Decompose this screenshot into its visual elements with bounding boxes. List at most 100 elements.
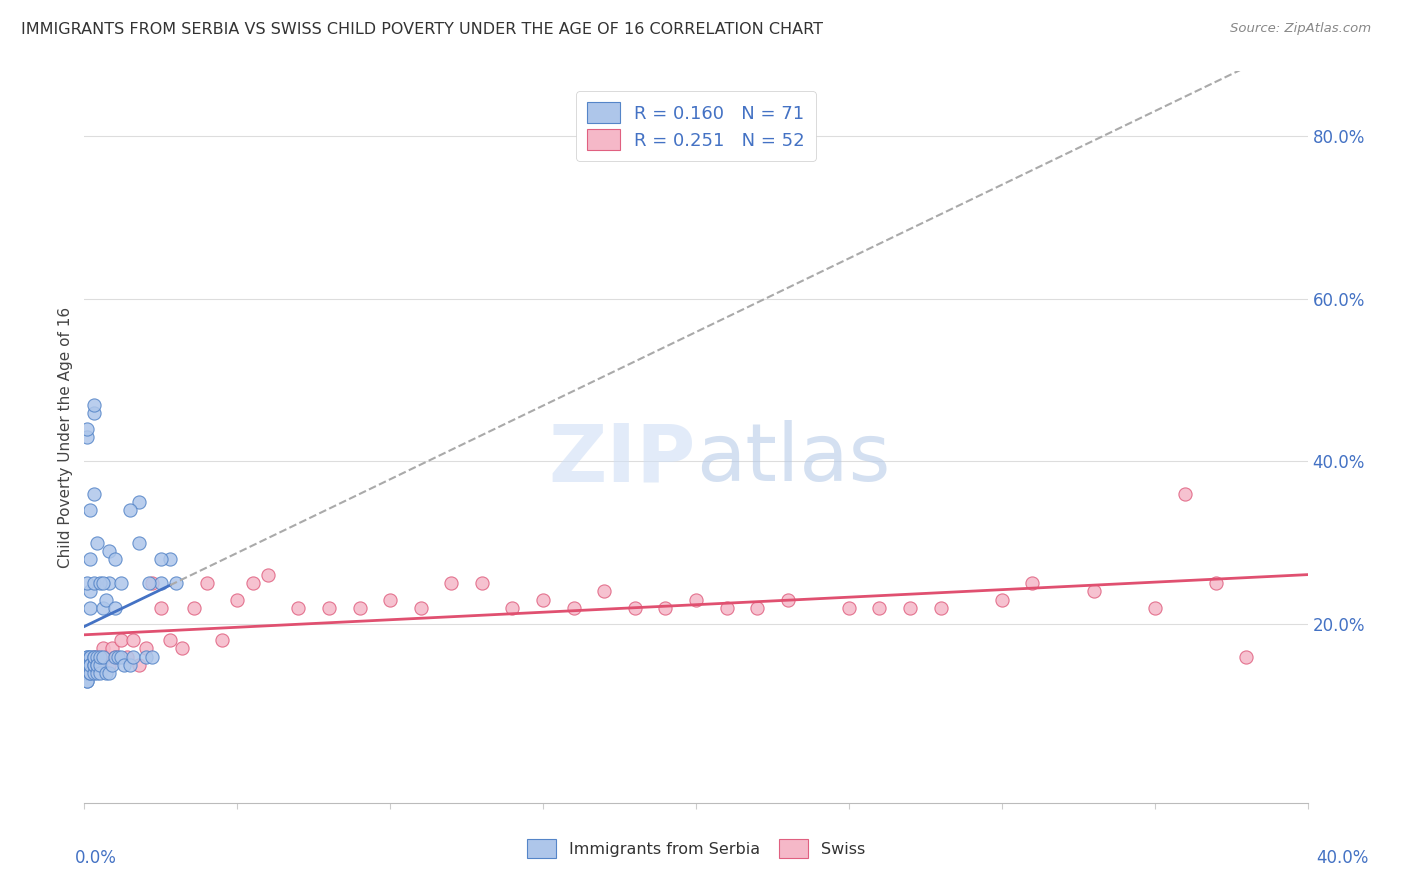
Point <box>76 665 98 680</box>
Point <box>242 576 264 591</box>
Point <box>1174 487 1197 501</box>
Point <box>135 641 157 656</box>
Point <box>838 600 860 615</box>
Point <box>562 600 585 615</box>
Point <box>128 657 150 672</box>
Point <box>287 600 309 615</box>
Point <box>1083 584 1105 599</box>
Point <box>76 657 98 672</box>
Text: 40.0%: 40.0% <box>1316 849 1369 867</box>
Point <box>183 600 205 615</box>
Point <box>104 649 127 664</box>
Point <box>76 649 98 664</box>
Point <box>257 568 280 582</box>
Point <box>110 576 132 591</box>
Point <box>83 576 105 591</box>
Point <box>86 657 108 672</box>
Point <box>76 673 98 688</box>
Point <box>654 600 676 615</box>
Text: Source: ZipAtlas.com: Source: ZipAtlas.com <box>1230 22 1371 36</box>
Point <box>86 657 108 672</box>
Point <box>97 665 120 680</box>
Point <box>211 633 233 648</box>
Point <box>929 600 952 615</box>
Point <box>685 592 707 607</box>
Point <box>101 657 124 672</box>
Point <box>79 657 101 672</box>
Point <box>89 665 111 680</box>
Point <box>76 657 98 672</box>
Point <box>991 592 1014 607</box>
Point <box>531 592 554 607</box>
Point <box>79 503 101 517</box>
Point <box>91 600 114 615</box>
Point <box>91 641 114 656</box>
Point <box>79 649 101 664</box>
Text: ZIP: ZIP <box>548 420 696 498</box>
Point <box>149 576 172 591</box>
Point <box>159 552 181 566</box>
Point <box>79 584 101 599</box>
Point <box>149 552 172 566</box>
Text: IMMIGRANTS FROM SERBIA VS SWISS CHILD POVERTY UNDER THE AGE OF 16 CORRELATION CH: IMMIGRANTS FROM SERBIA VS SWISS CHILD PO… <box>21 22 823 37</box>
Point <box>380 592 402 607</box>
Point <box>79 657 101 672</box>
Point <box>440 576 463 591</box>
Point <box>79 657 101 672</box>
Point <box>94 592 117 607</box>
Point <box>138 576 160 591</box>
Point <box>110 649 132 664</box>
Point <box>79 665 101 680</box>
Text: 0.0%: 0.0% <box>75 849 117 867</box>
Point <box>318 600 340 615</box>
Point <box>79 649 101 664</box>
Point <box>593 584 616 599</box>
Point <box>76 430 98 444</box>
Point <box>79 665 101 680</box>
Point <box>97 544 120 558</box>
Point <box>76 665 98 680</box>
Point <box>122 649 145 664</box>
Point <box>97 576 120 591</box>
Point <box>83 665 105 680</box>
Point <box>76 665 98 680</box>
Point <box>83 406 105 420</box>
Point <box>471 576 494 591</box>
Point <box>83 398 105 412</box>
Legend: Immigrants from Serbia, Swiss: Immigrants from Serbia, Swiss <box>520 833 872 864</box>
Point <box>104 600 127 615</box>
Point <box>409 600 432 615</box>
Point <box>115 649 138 664</box>
Point <box>869 600 891 615</box>
Point <box>716 600 738 615</box>
Point <box>165 576 187 591</box>
Point <box>195 576 218 591</box>
Point <box>79 552 101 566</box>
Point <box>128 495 150 509</box>
Point <box>79 600 101 615</box>
Point <box>79 657 101 672</box>
Point <box>91 649 114 664</box>
Point <box>502 600 524 615</box>
Point <box>1021 576 1043 591</box>
Point <box>89 649 111 664</box>
Point <box>107 649 129 664</box>
Point <box>94 665 117 680</box>
Point <box>128 535 150 549</box>
Point <box>76 649 98 664</box>
Point <box>172 641 194 656</box>
Point <box>94 649 117 664</box>
Point <box>97 657 120 672</box>
Point <box>624 600 647 615</box>
Point <box>112 657 135 672</box>
Point <box>776 592 799 607</box>
Point <box>83 487 105 501</box>
Point <box>76 576 98 591</box>
Point <box>86 649 108 664</box>
Point <box>747 600 769 615</box>
Point <box>141 576 163 591</box>
Point <box>159 633 181 648</box>
Point <box>91 576 114 591</box>
Point <box>86 535 108 549</box>
Point <box>122 633 145 648</box>
